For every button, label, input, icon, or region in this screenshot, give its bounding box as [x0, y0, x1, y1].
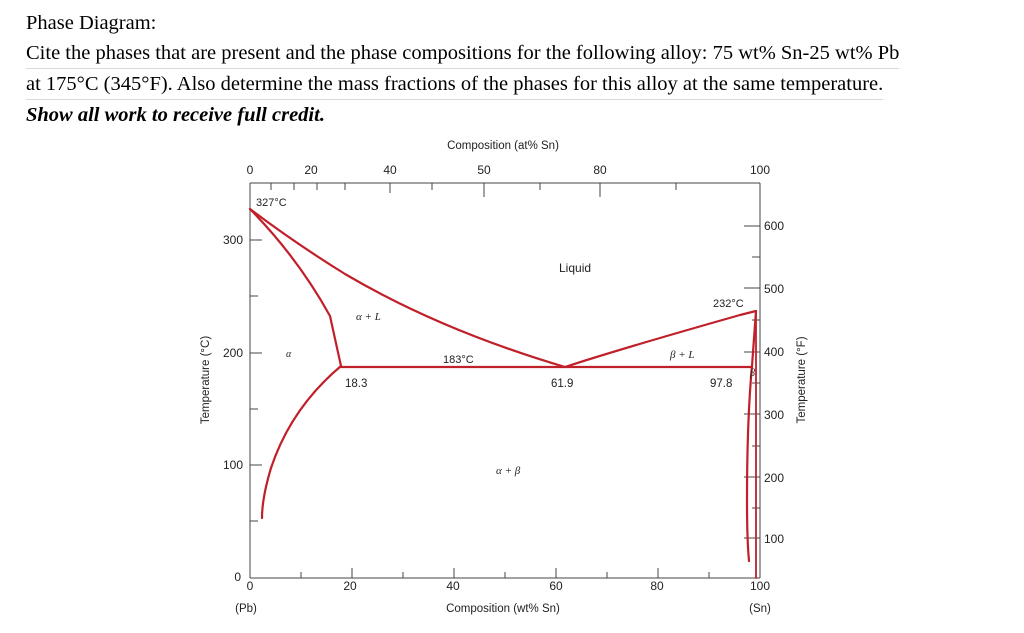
alpha-region-label: α	[286, 349, 292, 360]
alpha-beta-region-label: α + β	[496, 465, 521, 477]
solvus-beta	[745, 364, 754, 563]
liquid-region-label: Liquid	[559, 261, 591, 275]
left-tick-label: 100	[223, 458, 243, 472]
bottom-tick-label: 100	[750, 579, 770, 593]
top-tick-label: 20	[304, 163, 318, 177]
bottom-axis-ticks	[300, 568, 710, 578]
top-tick-label: 100	[750, 163, 770, 177]
right-tick-label: 500	[764, 282, 784, 296]
right-tick-label: 600	[764, 219, 784, 233]
sn-end-label: (Sn)	[749, 603, 771, 615]
left-axis-title: Temperature (°C)	[200, 336, 212, 424]
liquidus-right	[563, 309, 758, 369]
sn-melting-label: 232°C	[713, 298, 744, 310]
bottom-tick-label: 0	[247, 579, 254, 593]
beta-region-label: β	[749, 368, 755, 379]
top-axis-title: Composition (at% Sn)	[447, 140, 559, 152]
bottom-axis-title: Composition (wt% Sn)	[446, 603, 560, 615]
right-tick-label: 200	[764, 471, 784, 485]
right-axis-labels: 600 500 400 300 200 100 Temperature (°F)	[761, 218, 808, 546]
top-axis-ticks	[249, 183, 677, 197]
top-axis-labels: 0 20 40 50 80 100 Composition (at% Sn)	[247, 140, 771, 177]
solvus-alpha	[260, 364, 343, 520]
phase-annotations: 327°C 232°C 183°C 18.3 61.9 97.8 Liquid …	[256, 197, 755, 477]
beta-liquid-region-label: β + L	[669, 349, 695, 361]
phase-boundaries	[248, 207, 758, 579]
beta-max-label: 97.8	[710, 378, 732, 390]
right-tick-label: 100	[764, 532, 784, 546]
bottom-tick-label: 40	[446, 579, 460, 593]
bottom-axis-labels: 0 20 40 60 80 100 (Pb) (Sn) Composition …	[235, 579, 771, 615]
eutectic-comp-label: 61.9	[551, 378, 573, 390]
problem-heading: Phase Diagram:	[26, 12, 157, 34]
left-tick-label: 200	[223, 346, 243, 360]
problem-line-2: at 175°C (345°F). Also determine the mas…	[26, 69, 884, 100]
top-tick-label: 0	[247, 163, 254, 177]
bottom-tick-label: 60	[549, 579, 563, 593]
right-tick-label: 300	[764, 408, 784, 422]
problem-instruction: Show all work to receive full credit.	[26, 104, 325, 126]
left-tick-label: 0	[234, 570, 241, 584]
bottom-tick-label: 20	[343, 579, 357, 593]
problem-line-1: Cite the phases that are present and the…	[26, 38, 900, 69]
right-tick-label: 400	[764, 345, 784, 359]
left-axis-labels: 0 100 200 300 Temperature (°C)	[200, 233, 243, 584]
liquidus-left	[248, 207, 567, 369]
pb-melting-label: 327°C	[256, 197, 287, 209]
right-axis-title: Temperature (°F)	[796, 336, 808, 423]
problem-statement: Phase Diagram: Cite the phases that are …	[26, 8, 1006, 130]
alpha-max-label: 18.3	[345, 378, 367, 390]
left-axis-ticks	[250, 239, 262, 522]
eutectic-temp-label: 183°C	[443, 354, 474, 366]
solidus-alpha	[248, 207, 343, 368]
top-tick-label: 40	[383, 163, 397, 177]
top-tick-label: 50	[477, 163, 491, 177]
left-tick-label: 300	[223, 233, 243, 247]
bottom-tick-label: 80	[650, 579, 664, 593]
alpha-liquid-region-label: α + L	[356, 311, 381, 323]
pb-end-label: (Pb)	[235, 603, 257, 615]
top-tick-label: 80	[593, 163, 607, 177]
